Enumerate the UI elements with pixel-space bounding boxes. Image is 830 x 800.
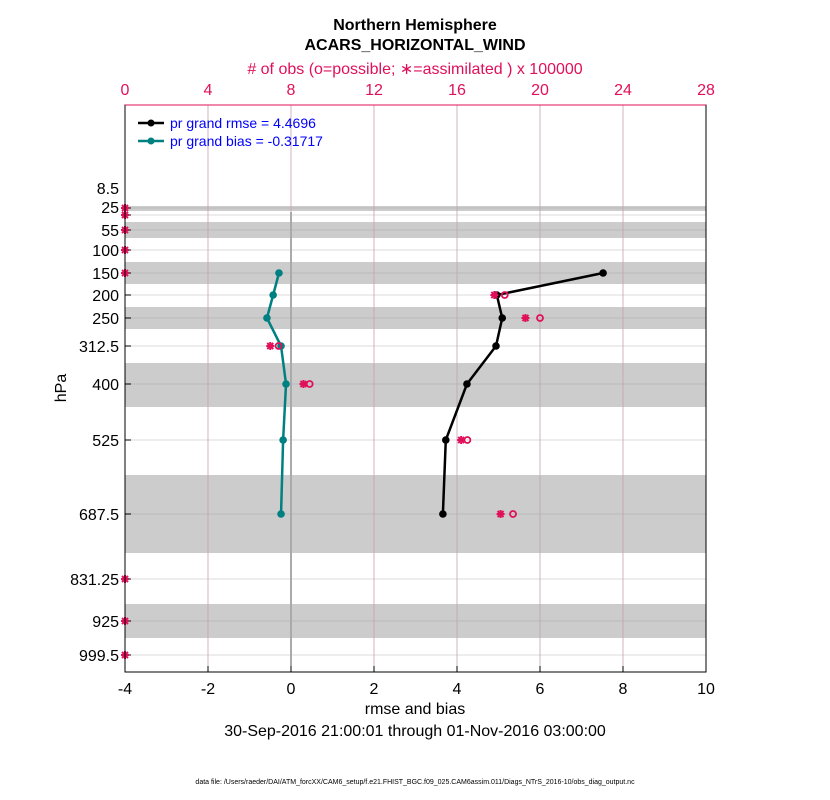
- level-band: [125, 206, 706, 211]
- x-tick-label: -4: [118, 681, 132, 698]
- y-tick-label: 250: [92, 311, 119, 328]
- legend-bias-label: pr grand bias = -0.31717: [170, 133, 323, 149]
- legend-rmse-label: pr grand rmse = 4.4696: [170, 115, 316, 131]
- bias-point: [282, 380, 290, 388]
- x-tick-label: 4: [453, 681, 462, 698]
- obs-possible-marker: [500, 291, 509, 299]
- y-tick-label: 25: [101, 200, 119, 217]
- bias-point: [279, 436, 287, 444]
- x-tick-label: 2: [370, 681, 379, 698]
- x-tick-label: 8: [619, 681, 628, 698]
- y-tick-label: 687.5: [79, 507, 119, 524]
- top-tick-label: 24: [614, 82, 632, 99]
- y-tick-label: 8.5: [97, 181, 119, 198]
- bias-point: [275, 269, 283, 277]
- obs-possible-marker: [509, 510, 517, 518]
- date-range: 30-Sep-2016 21:00:01 through 01-Nov-2016…: [224, 723, 606, 740]
- y-tick-label: 312.5: [79, 339, 119, 356]
- top-tick-label: 8: [287, 82, 296, 99]
- rmse-point: [492, 342, 500, 350]
- obs-assimilated-marker: [299, 380, 308, 388]
- obs-assimilated-marker: [457, 436, 466, 444]
- chart-title: Northern Hemisphere: [333, 17, 497, 34]
- rmse-point: [599, 269, 607, 277]
- level-band: [125, 363, 706, 407]
- y-tick-label: 150: [92, 266, 119, 283]
- rmse-point: [441, 436, 450, 444]
- rmse-point: [463, 380, 471, 388]
- legend-rmse-marker: [147, 119, 155, 127]
- y-tick-label: 55: [101, 223, 119, 240]
- x-tick-label: 0: [287, 681, 296, 698]
- legend-bias-marker: [147, 137, 155, 145]
- bias-point: [277, 510, 285, 518]
- rmse-point: [439, 510, 447, 518]
- y-tick-label: 525: [92, 433, 119, 450]
- asterisk-stroke: [521, 314, 530, 322]
- x-tick-label: -2: [201, 681, 215, 698]
- asterisk-stroke: [266, 342, 274, 350]
- y-tick-label: 831.25: [70, 572, 119, 589]
- bias-point: [263, 314, 271, 322]
- obs-assimilated-marker: [496, 510, 505, 518]
- y-tick-label: 925: [92, 614, 119, 631]
- y-tick-label: 100: [92, 243, 119, 260]
- y-axis-label: hPa: [53, 374, 70, 403]
- top-tick-label: 16: [448, 82, 466, 99]
- y-tick-label: 400: [92, 377, 119, 394]
- chart-subtitle: ACARS_HORIZONTAL_WIND: [304, 37, 525, 54]
- asterisk-stroke: [299, 380, 308, 388]
- obs-assimilated-marker: [521, 314, 530, 322]
- level-bands: [125, 206, 706, 638]
- top-axis-label: # of obs (o=possible; ∗=assimilated ) x …: [247, 61, 582, 78]
- footer-data-file: data file: /Users/raeder/DAI/ATM_forcXX/…: [195, 779, 635, 786]
- x-tick-label: 6: [536, 681, 545, 698]
- asterisk-stroke: [490, 291, 499, 299]
- x-axis-label: rmse and bias: [365, 701, 466, 718]
- y-tick-label: 200: [92, 288, 119, 305]
- rmse-point: [498, 314, 507, 322]
- top-tick-label: 0: [121, 82, 130, 99]
- asterisk-stroke: [457, 436, 465, 444]
- x-tick-label: 10: [697, 681, 715, 698]
- obs-assimilated-marker: [266, 342, 275, 350]
- top-tick-label: 28: [697, 82, 715, 99]
- legend: pr grand rmse = 4.4696 pr grand bias = -…: [138, 115, 323, 149]
- tick-labels: 8.52555100150200250312.5400525687.5831.2…: [70, 82, 715, 698]
- y-tick-label: 999.5: [79, 648, 119, 665]
- top-tick-label: 20: [531, 82, 549, 99]
- top-tick-label: 12: [365, 82, 383, 99]
- obs-assimilated-marker: [490, 291, 499, 299]
- bias-point: [269, 291, 277, 299]
- obs-possible-marker: [536, 314, 544, 322]
- asterisk-stroke: [496, 510, 505, 518]
- obs-possible-marker: [274, 342, 283, 350]
- top-tick-label: 4: [204, 82, 213, 99]
